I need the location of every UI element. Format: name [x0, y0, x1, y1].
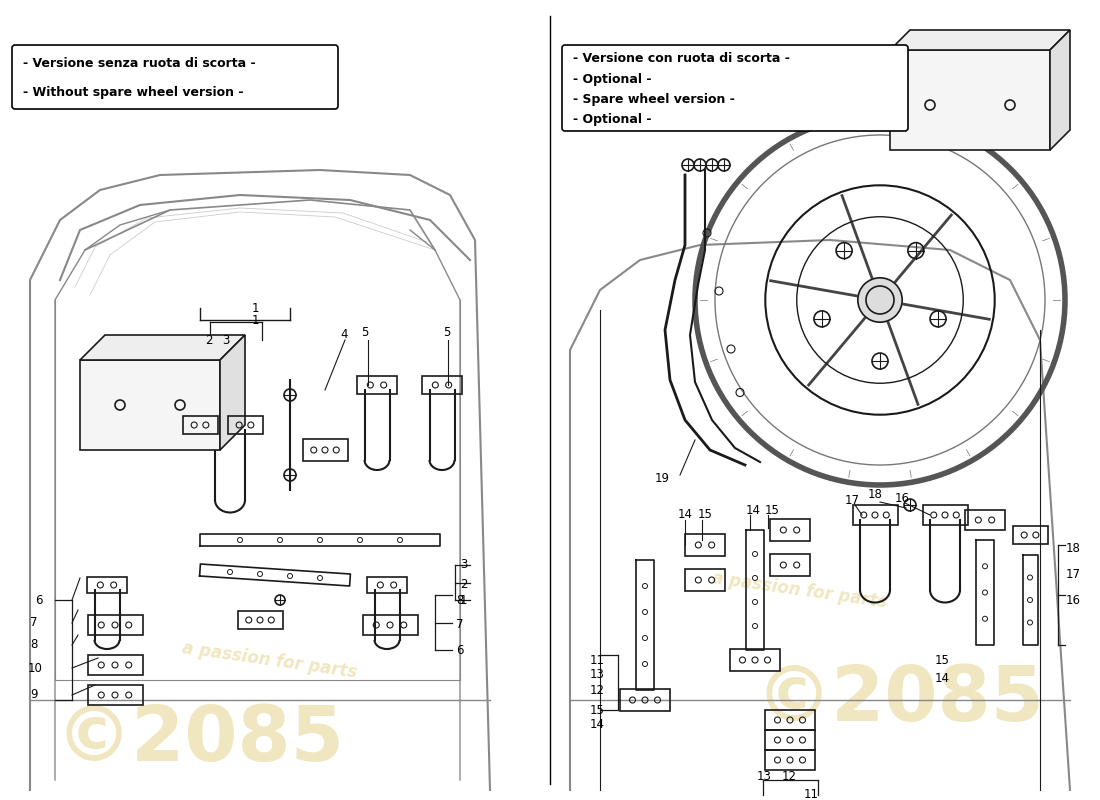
Text: ©2085: ©2085 — [56, 703, 344, 777]
Text: a passion for parts: a passion for parts — [182, 639, 359, 681]
Bar — [363, 615, 418, 635]
Bar — [923, 505, 968, 525]
Text: 7: 7 — [456, 618, 463, 631]
Text: 1: 1 — [252, 314, 260, 326]
Bar — [620, 689, 670, 711]
Circle shape — [858, 278, 902, 322]
Bar — [770, 519, 810, 541]
Text: 9: 9 — [30, 689, 37, 702]
Text: 1: 1 — [460, 594, 467, 606]
Polygon shape — [1050, 30, 1070, 150]
Bar — [88, 655, 143, 675]
Text: - Versione senza ruota di scorta -: - Versione senza ruota di scorta - — [23, 58, 255, 70]
FancyBboxPatch shape — [12, 45, 338, 109]
Text: 14: 14 — [590, 718, 605, 731]
Text: ©2085: ©2085 — [756, 663, 1044, 737]
Text: - Versione con ruota di scorta -: - Versione con ruota di scorta - — [573, 53, 790, 66]
Text: 15: 15 — [764, 503, 780, 517]
Text: 1: 1 — [252, 302, 260, 314]
Text: 14: 14 — [935, 671, 950, 685]
Text: 16: 16 — [895, 491, 910, 505]
Text: 12: 12 — [782, 770, 797, 782]
Bar — [367, 577, 407, 593]
Bar — [183, 416, 218, 434]
Bar — [685, 569, 725, 591]
Bar — [852, 505, 898, 525]
Bar — [87, 577, 126, 593]
Text: 14: 14 — [678, 509, 693, 522]
Text: 11: 11 — [804, 789, 820, 800]
Text: 14: 14 — [746, 503, 761, 517]
FancyBboxPatch shape — [562, 45, 908, 131]
Bar — [685, 534, 725, 556]
Bar — [358, 376, 397, 394]
Text: 2: 2 — [460, 578, 467, 591]
Text: 5: 5 — [443, 326, 450, 338]
Bar — [88, 685, 143, 705]
Text: 13: 13 — [590, 669, 605, 682]
Text: - Without spare wheel version -: - Without spare wheel version - — [23, 86, 243, 99]
Polygon shape — [220, 335, 245, 450]
Bar — [228, 416, 263, 434]
Text: 18: 18 — [868, 489, 883, 502]
Polygon shape — [80, 335, 245, 360]
Text: 12: 12 — [590, 683, 605, 697]
Text: 8: 8 — [30, 638, 37, 651]
Text: a passion for parts: a passion for parts — [712, 569, 889, 611]
Text: 8: 8 — [456, 594, 463, 606]
Text: 15: 15 — [698, 509, 713, 522]
Text: 10: 10 — [28, 662, 43, 674]
Bar — [88, 615, 143, 635]
Text: 2: 2 — [205, 334, 212, 346]
Bar — [764, 710, 815, 730]
Text: 15: 15 — [935, 654, 950, 666]
Text: 7: 7 — [30, 617, 37, 630]
Text: 13: 13 — [757, 770, 772, 782]
Bar — [764, 750, 815, 770]
Text: 17: 17 — [1066, 569, 1081, 582]
Bar — [890, 50, 1050, 150]
Text: 6: 6 — [456, 643, 463, 657]
Bar — [764, 730, 815, 750]
Text: - Optional -: - Optional - — [573, 73, 651, 86]
Bar — [302, 439, 348, 461]
Bar — [730, 649, 780, 671]
Text: 6: 6 — [35, 594, 43, 606]
Bar — [1012, 526, 1047, 544]
Bar — [422, 376, 462, 394]
Text: - Spare wheel version -: - Spare wheel version - — [573, 93, 735, 106]
Text: 4: 4 — [340, 327, 348, 341]
Text: 11: 11 — [590, 654, 605, 666]
Text: 19: 19 — [654, 471, 670, 485]
Text: 5: 5 — [361, 326, 368, 338]
Text: 17: 17 — [845, 494, 860, 506]
Text: 18: 18 — [1066, 542, 1081, 554]
Text: 15: 15 — [590, 703, 605, 717]
Polygon shape — [890, 30, 1070, 50]
Text: 16: 16 — [1066, 594, 1081, 606]
Text: 3: 3 — [460, 558, 467, 571]
Bar — [80, 360, 220, 450]
Text: 3: 3 — [222, 334, 230, 346]
Text: - Optional -: - Optional - — [573, 113, 651, 126]
Bar — [770, 554, 810, 576]
Bar — [238, 611, 283, 629]
Bar — [965, 510, 1005, 530]
